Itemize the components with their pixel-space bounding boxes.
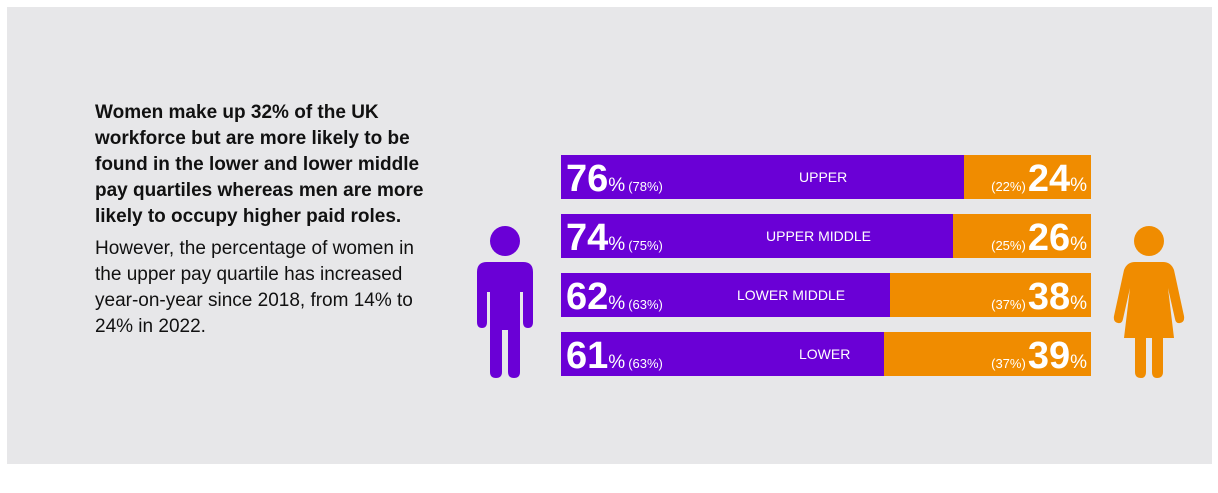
description-text: Women make up 32% of the UK workforce bu…: [95, 100, 440, 340]
woman-icon: [1113, 226, 1185, 378]
women-value-label: (37%) 39%: [991, 332, 1087, 377]
men-previous-value: (63%): [628, 356, 663, 371]
men-bar-segment: 61% (63%) LOWER: [561, 332, 885, 377]
women-previous-value: (22%): [991, 179, 1026, 194]
men-bar-segment: 62% (63%) LOWER MIDDLE: [561, 273, 890, 318]
bar-row: 74% (75%) UPPER MIDDLE (25%) 26%: [561, 214, 1091, 259]
percent-sign: %: [1070, 293, 1087, 314]
men-value-label: 74% (75%): [566, 214, 663, 259]
women-bar-segment: (25%) 26%: [953, 214, 1091, 259]
men-bar-segment: 76% (78%) UPPER: [561, 155, 964, 200]
men-value-label: 62% (63%): [566, 273, 663, 318]
women-value-label: (22%) 24%: [991, 155, 1087, 200]
pay-quartile-bars: 76% (78%) UPPER (22%) 24% 74% (75%) UPPER MIDDL…: [561, 155, 1091, 391]
percent-sign: %: [1070, 352, 1087, 373]
quartile-label: LOWER MIDDLE: [737, 287, 846, 303]
percent-sign: %: [608, 175, 626, 196]
women-previous-value: (37%): [991, 356, 1026, 371]
women-value: 38: [1027, 276, 1071, 318]
percent-sign: %: [1070, 175, 1087, 196]
percent-sign: %: [1070, 234, 1087, 255]
bar-row: 62% (63%) LOWER MIDDLE (37%) 38%: [561, 273, 1091, 318]
percent-sign: %: [608, 293, 626, 314]
bar-row: 76% (78%) UPPER (22%) 24%: [561, 155, 1091, 200]
percent-sign: %: [608, 352, 626, 373]
man-icon: [477, 226, 533, 378]
women-value: 24: [1027, 158, 1071, 200]
men-bar-segment: 74% (75%) UPPER MIDDLE: [561, 214, 954, 259]
men-value-label: 61% (63%): [566, 332, 663, 377]
bar-row: 61% (63%) LOWER (37%) 39%: [561, 332, 1091, 377]
women-bar-segment: (37%) 39%: [884, 332, 1091, 377]
men-value: 62: [566, 276, 609, 318]
men-value: 76: [566, 158, 609, 200]
women-value: 26: [1027, 217, 1071, 259]
intro-paragraph: Women make up 32% of the UK workforce bu…: [95, 102, 424, 227]
women-previous-value: (37%): [991, 297, 1026, 312]
women-value-label: (37%) 38%: [991, 273, 1087, 318]
women-bar-segment: (22%) 24%: [963, 155, 1091, 200]
men-value: 61: [566, 335, 609, 377]
men-value: 74: [566, 217, 609, 259]
quartile-label: LOWER: [799, 346, 851, 362]
women-bar-segment: (37%) 38%: [889, 273, 1091, 318]
percent-sign: %: [608, 234, 626, 255]
trend-paragraph: However, the percentage of women in the …: [95, 238, 414, 337]
women-value-label: (25%) 26%: [991, 214, 1087, 259]
women-value: 39: [1027, 335, 1071, 377]
men-previous-value: (63%): [628, 297, 663, 312]
men-previous-value: (75%): [628, 238, 663, 253]
women-previous-value: (25%): [991, 238, 1026, 253]
men-value-label: 76% (78%): [566, 155, 663, 200]
men-previous-value: (78%): [628, 179, 663, 194]
quartile-label: UPPER: [799, 169, 848, 185]
quartile-label: UPPER MIDDLE: [766, 228, 872, 244]
